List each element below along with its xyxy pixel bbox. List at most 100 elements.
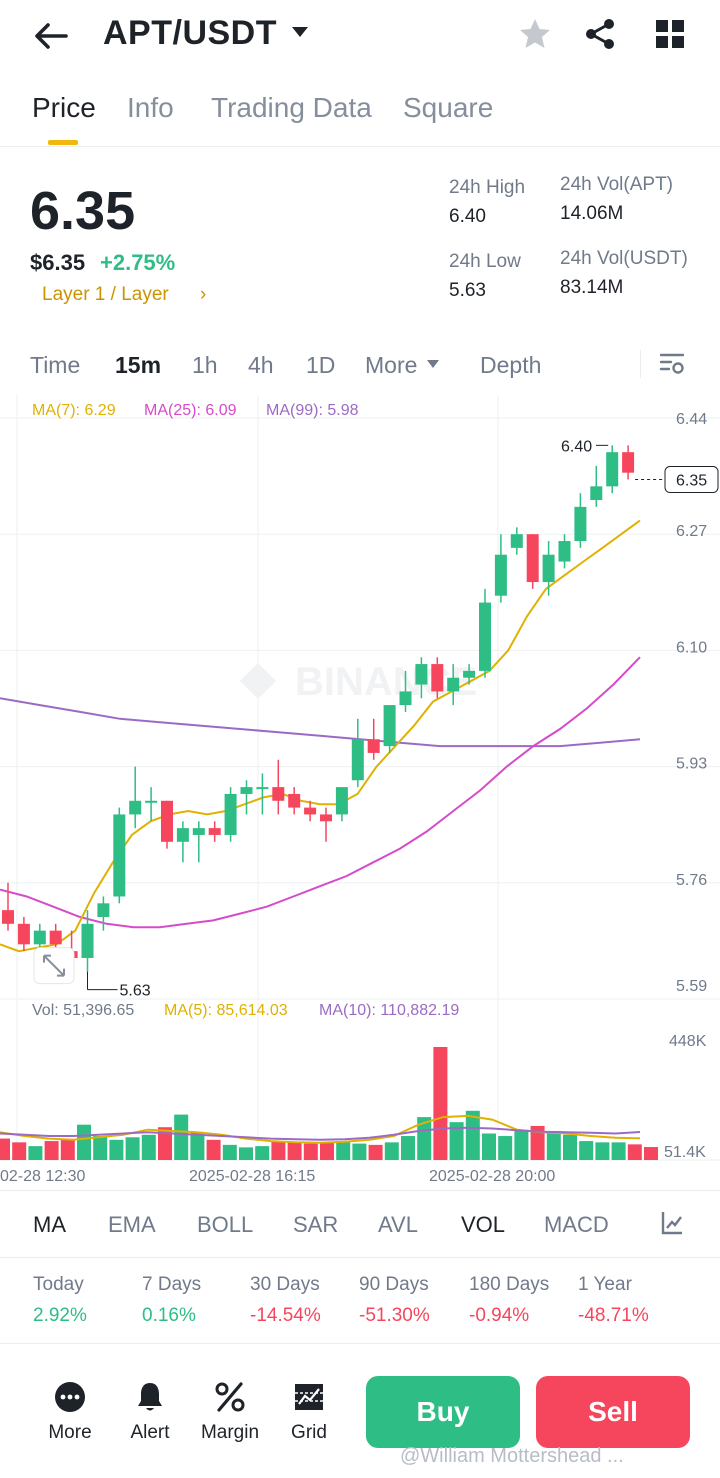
ma25-legend: MA(25): 6.09 xyxy=(144,402,237,419)
tab-trading-data[interactable]: Trading Data xyxy=(211,92,372,123)
candle-body xyxy=(526,534,539,583)
candle-body xyxy=(256,787,269,790)
grid-trading-icon[interactable] xyxy=(292,1380,326,1414)
volume-bar xyxy=(109,1139,124,1160)
chart-settings-icon[interactable] xyxy=(658,350,686,378)
sector-link[interactable]: Layer 1 / Layer xyxy=(42,284,169,305)
low-value: 5.63 xyxy=(449,280,486,301)
grid-button-label[interactable]: Grid xyxy=(291,1422,327,1443)
interval-time[interactable]: Time xyxy=(30,352,81,378)
performance-value-2: -14.54% xyxy=(250,1305,321,1326)
candle-body xyxy=(606,452,619,487)
grid-icon[interactable] xyxy=(652,16,688,52)
vol-ma10-line xyxy=(0,1126,641,1141)
x-tick-label: 2025-02-28 20:00 xyxy=(429,1168,555,1185)
candlestick-chart[interactable]: 6.44 6.27 6.10 5.93 5.76 5.59 BINANCE 6.40 5.63 6… xyxy=(0,395,720,1185)
alert-button-label[interactable]: Alert xyxy=(130,1422,170,1443)
vol-ma10-legend: MA(10): 110,882.19 xyxy=(319,1002,460,1019)
current-price-tag xyxy=(664,466,719,494)
interval-1h[interactable]: 1h xyxy=(192,352,218,378)
volume-bar xyxy=(222,1144,237,1160)
indicator-avl[interactable]: AVL xyxy=(378,1212,418,1237)
chevron-right-icon[interactable]: › xyxy=(200,284,207,305)
volume-bar xyxy=(384,1142,399,1160)
caret-down-icon[interactable] xyxy=(426,358,440,370)
vol-ma5-legend: MA(5): 85,614.03 xyxy=(164,1002,288,1019)
volume-bar xyxy=(255,1146,270,1160)
volume-bar xyxy=(449,1122,464,1160)
volume-bar xyxy=(77,1124,91,1160)
performance-label-2: 30 Days xyxy=(250,1274,320,1295)
caret-down-icon[interactable] xyxy=(290,24,310,40)
indicator-ema[interactable]: EMA xyxy=(108,1212,156,1237)
volume-bar xyxy=(563,1134,577,1160)
watermark: @William Mottershead ... xyxy=(400,1445,624,1467)
interval-15m[interactable]: 15m xyxy=(115,352,162,378)
indicator-sar[interactable]: SAR xyxy=(293,1212,339,1237)
x-tick-label: 02-28 12:30 xyxy=(0,1168,86,1185)
volume-bar xyxy=(482,1133,496,1160)
candle-body xyxy=(383,705,396,747)
interval-4h[interactable]: 4h xyxy=(248,352,274,378)
volume-bar xyxy=(28,1146,43,1160)
candle-body xyxy=(574,506,587,542)
current-price-label: 6.35 xyxy=(676,473,707,490)
indicator-boll[interactable]: BOLL xyxy=(197,1212,254,1237)
binance-watermark: BINANCE xyxy=(295,660,477,704)
last-price: 6.35 xyxy=(30,181,136,241)
volume-bar xyxy=(60,1139,75,1160)
volume-bar xyxy=(190,1132,205,1160)
high-marker-label: 6.40 xyxy=(561,438,592,455)
divider xyxy=(640,350,641,378)
candle-body xyxy=(447,677,460,692)
back-icon[interactable] xyxy=(30,18,70,54)
candle-body xyxy=(351,739,364,781)
performance-value-5: -48.71% xyxy=(578,1305,649,1326)
indicator-vol[interactable]: VOL xyxy=(461,1212,506,1237)
volume-bar xyxy=(368,1144,383,1160)
change-percent: +2.75% xyxy=(100,250,176,275)
indicator-macd[interactable]: MACD xyxy=(544,1212,609,1237)
margin-icon[interactable] xyxy=(213,1380,247,1414)
margin-button-label[interactable]: Margin xyxy=(200,1422,260,1443)
interval-more[interactable]: More xyxy=(365,352,418,378)
candle-body xyxy=(192,828,205,835)
share-icon[interactable] xyxy=(582,16,618,52)
vol-base-value: 14.06M xyxy=(560,203,624,224)
sell-button[interactable]: Sell xyxy=(536,1376,690,1448)
vol-tick-label: 448K xyxy=(669,1033,707,1050)
candle-body xyxy=(49,930,62,945)
tab-square[interactable]: Square xyxy=(403,92,494,123)
performance-value-4: -0.94% xyxy=(469,1305,530,1326)
y-tick-label: 6.10 xyxy=(676,639,707,656)
volume-bar xyxy=(12,1142,27,1160)
volume-bar xyxy=(498,1136,513,1160)
more-button-label[interactable]: More xyxy=(48,1422,92,1443)
indicator-ma[interactable]: MA xyxy=(33,1212,66,1237)
binance-logo-icon xyxy=(240,663,276,699)
candle-body xyxy=(304,807,317,815)
interval-1d[interactable]: 1D xyxy=(306,352,336,378)
volume-bar xyxy=(579,1141,594,1160)
ma25-line xyxy=(0,656,641,929)
bell-icon[interactable] xyxy=(133,1380,167,1414)
indicator-settings-icon[interactable] xyxy=(660,1210,684,1236)
volume-bar xyxy=(141,1134,156,1160)
volume-bar xyxy=(433,1047,448,1160)
y-tick-label: 5.93 xyxy=(676,756,707,773)
interval-depth[interactable]: Depth xyxy=(480,352,542,378)
volume-bar xyxy=(627,1144,642,1160)
candle-body xyxy=(510,534,523,548)
tab-info[interactable]: Info xyxy=(127,92,174,123)
y-tick-label: 5.76 xyxy=(676,872,707,889)
candle-body xyxy=(463,670,476,678)
vol-quote-value: 83.14M xyxy=(560,277,624,298)
more-icon[interactable] xyxy=(53,1380,87,1414)
volume-bar xyxy=(465,1110,480,1160)
candle-body xyxy=(367,739,380,753)
candle-body xyxy=(240,787,253,794)
buy-button[interactable]: Buy xyxy=(366,1376,520,1448)
tab-price[interactable]: Price xyxy=(32,92,96,123)
star-icon[interactable] xyxy=(517,16,553,52)
pair-title[interactable]: APT/USDT xyxy=(103,14,277,52)
